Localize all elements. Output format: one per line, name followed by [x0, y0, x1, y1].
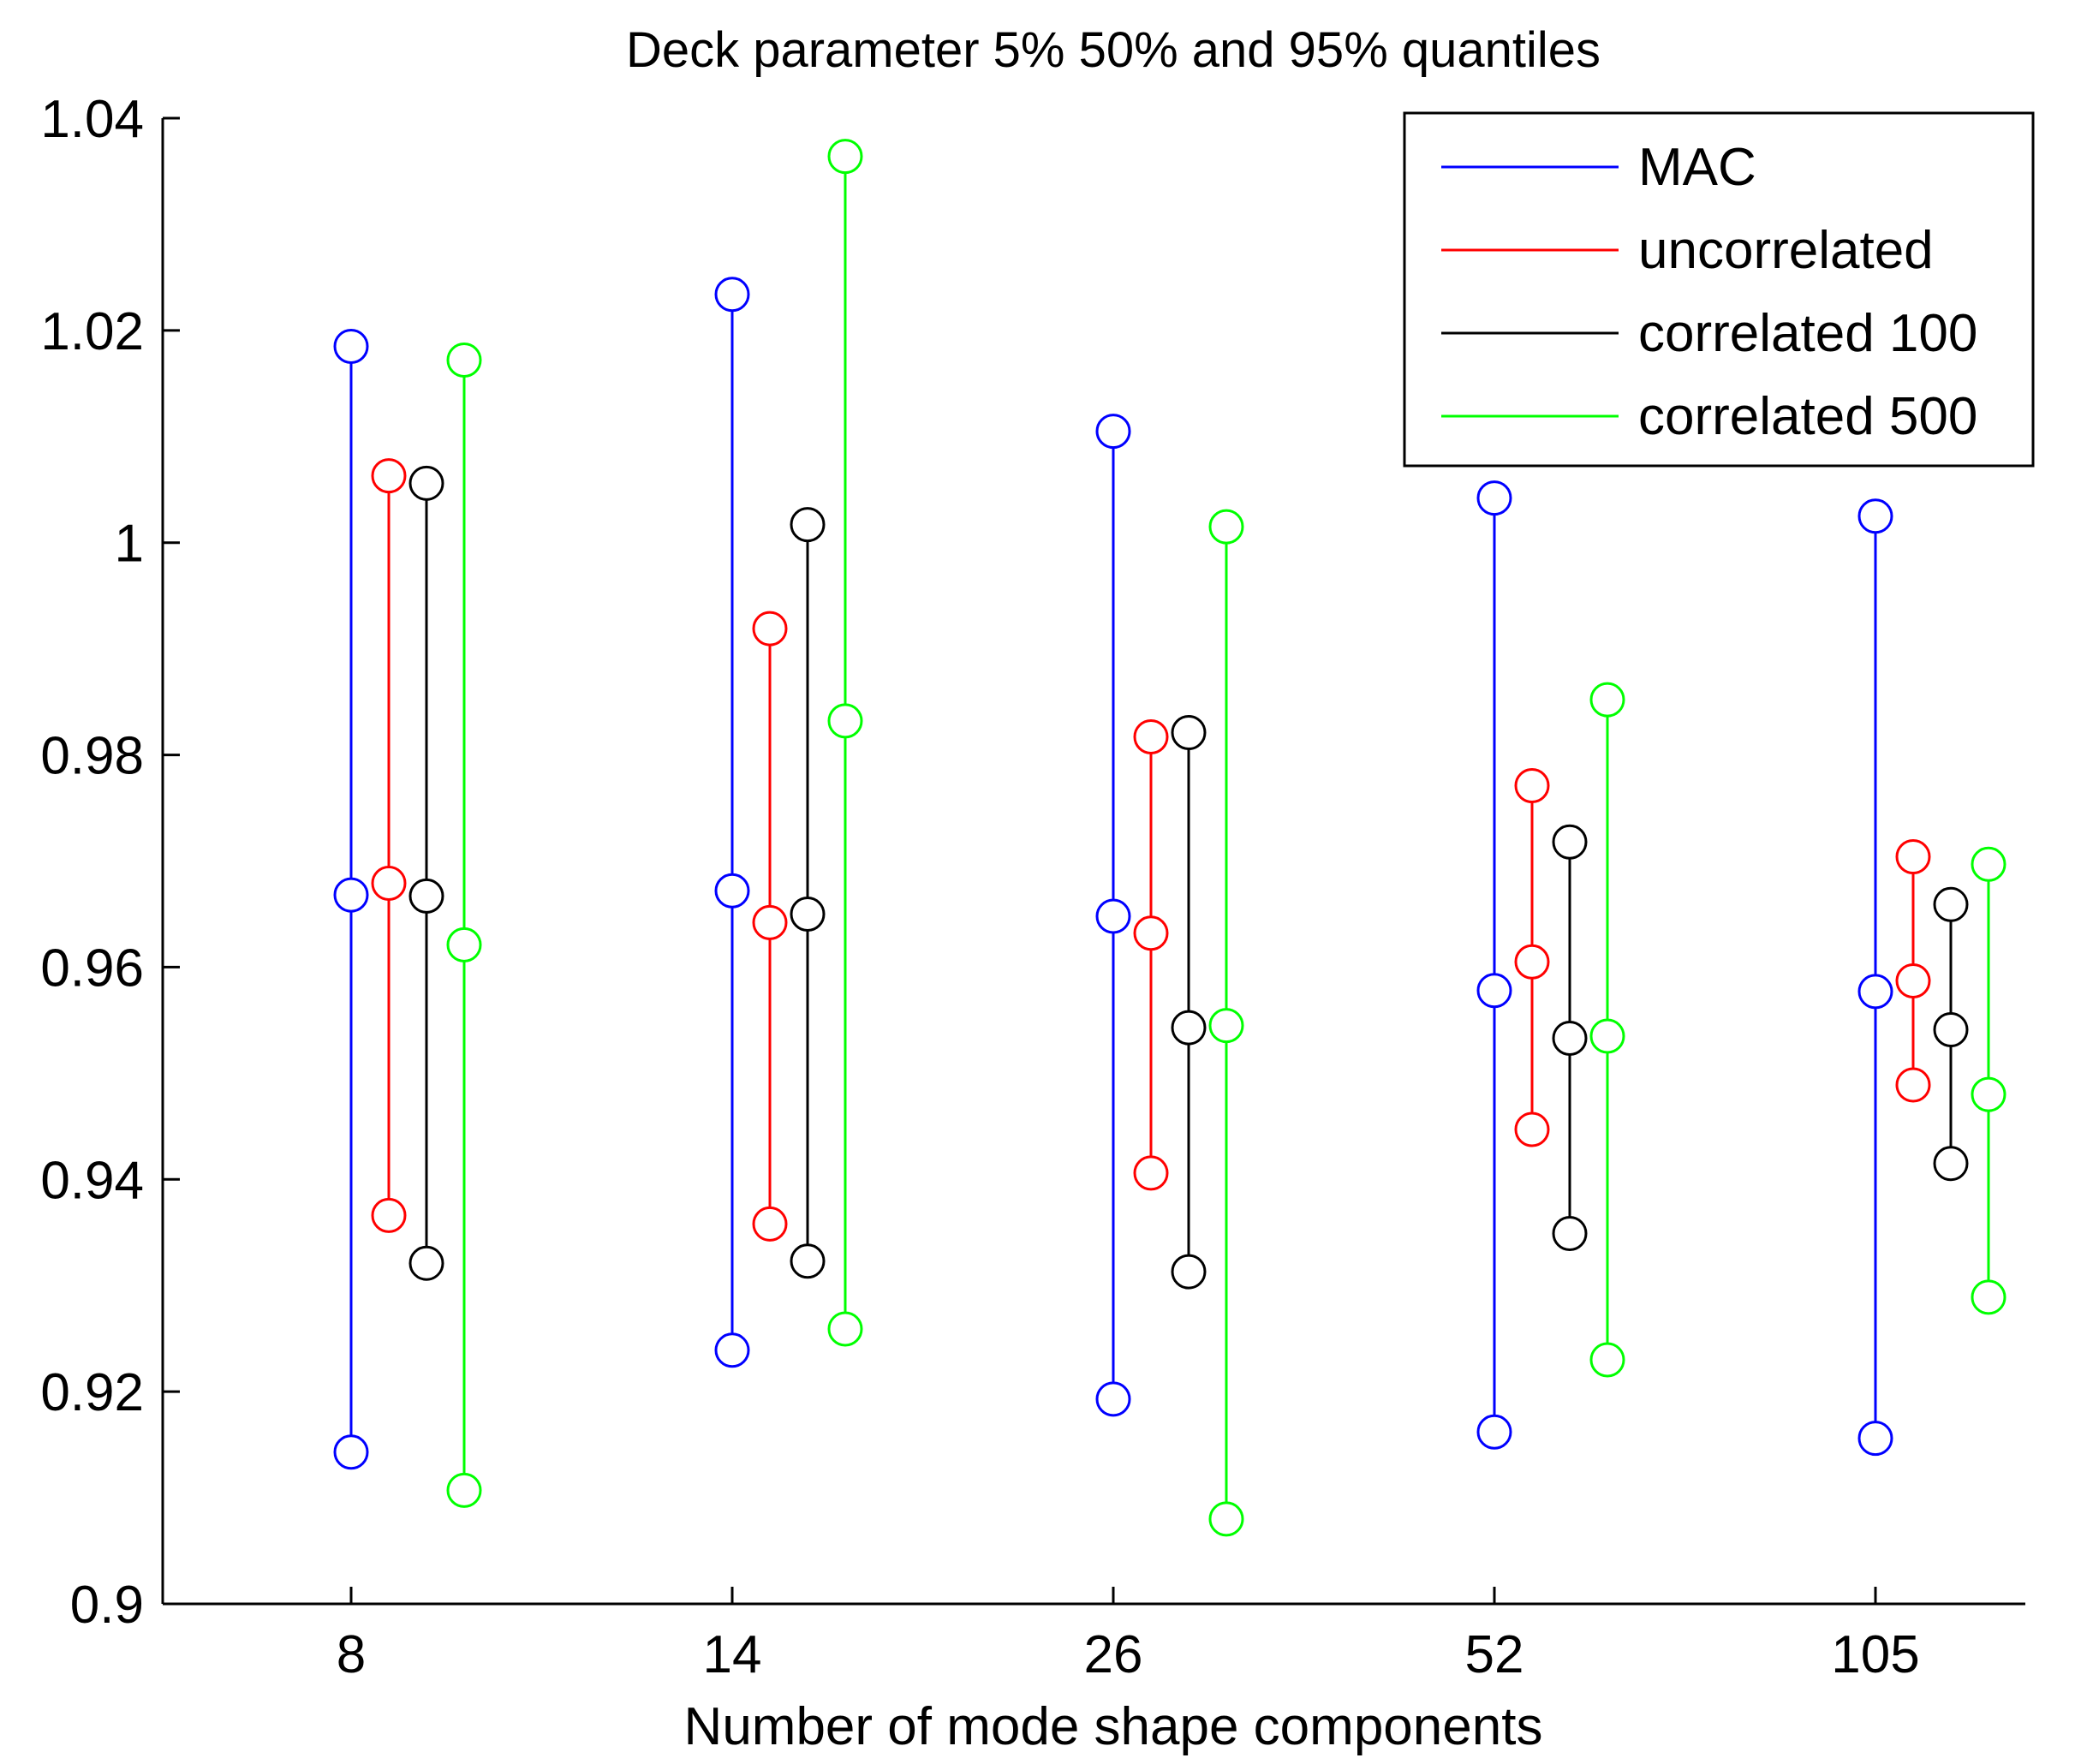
marker-q05 [752, 1206, 788, 1242]
marker-q50 [1133, 915, 1169, 951]
marker-q05 [1589, 1342, 1625, 1378]
marker-q95 [827, 139, 863, 175]
y-tick-label: 1.02 [40, 302, 144, 361]
series-layer [333, 139, 2006, 1537]
marker-q05 [408, 1245, 444, 1281]
y-tick-label: 0.96 [40, 939, 144, 998]
marker-q50 [1857, 974, 1893, 1010]
marker-q95 [1208, 509, 1244, 545]
x-axis-label: Number of mode shape components [684, 1697, 1543, 1756]
marker-q50 [1552, 1020, 1588, 1056]
series-correlated-500 [446, 139, 2006, 1537]
marker-q50 [446, 927, 482, 962]
legend-label: uncorrelated [1638, 221, 1934, 280]
y-tick-label: 1 [115, 515, 144, 574]
marker-q05 [827, 1311, 863, 1347]
marker-q95 [1933, 886, 1969, 922]
marker-q05 [1933, 1146, 1969, 1182]
legend-item-uncorrelated: uncorrelated [1441, 221, 1934, 280]
legend-label: correlated 500 [1638, 387, 1977, 446]
x-tick-label: 14 [703, 1625, 762, 1684]
marker-q95 [1171, 715, 1207, 751]
marker-q95 [1895, 839, 1931, 875]
marker-q50 [1095, 898, 1131, 934]
legend-box [1403, 111, 2035, 468]
marker-q50 [1589, 1018, 1625, 1054]
marker-q95 [1133, 719, 1169, 755]
marker-q50 [790, 896, 826, 932]
marker-q05 [1895, 1067, 1931, 1103]
marker-q50 [752, 904, 788, 940]
marker-q05 [1514, 1111, 1550, 1147]
marker-q50 [1171, 1010, 1207, 1046]
marker-q05 [371, 1197, 407, 1233]
marker-q50 [1514, 944, 1550, 980]
y-tick-label: 0.94 [40, 1151, 144, 1210]
marker-q95 [333, 328, 369, 364]
marker-q05 [1095, 1381, 1131, 1417]
marker-q05 [1552, 1215, 1588, 1251]
series-mac [333, 277, 1893, 1470]
marker-q95 [1971, 846, 2006, 882]
marker-q50 [408, 878, 444, 914]
marker-q95 [1857, 498, 1893, 534]
marker-q95 [371, 458, 407, 494]
marker-q95 [408, 465, 444, 501]
legend-item-mac: MAC [1441, 138, 1756, 197]
legend-item-correlated-100: correlated 100 [1441, 304, 1977, 363]
marker-q50 [827, 703, 863, 739]
series-correlated-100 [408, 465, 1969, 1290]
legend: MAC uncorrelated correlated 100 correlated … [1403, 111, 2035, 468]
marker-q95 [1589, 682, 1625, 718]
marker-q05 [333, 1434, 369, 1470]
marker-q05 [1971, 1279, 2006, 1315]
marker-q50 [714, 873, 750, 909]
marker-q50 [1476, 973, 1512, 1009]
marker-q05 [446, 1472, 482, 1508]
marker-q50 [333, 877, 369, 913]
marker-q50 [1895, 963, 1931, 999]
marker-q05 [714, 1332, 750, 1368]
legend-item-correlated-500: correlated 500 [1441, 387, 1977, 446]
marker-q50 [1971, 1076, 2006, 1112]
marker-q05 [1133, 1155, 1169, 1191]
y-tick-label: 0.92 [40, 1363, 144, 1422]
y-tick-label: 0.98 [40, 727, 144, 786]
marker-q05 [790, 1243, 826, 1279]
marker-q50 [1208, 1008, 1244, 1044]
marker-q05 [1476, 1414, 1512, 1450]
marker-q50 [1933, 1012, 1969, 1048]
x-tick-label: 26 [1084, 1625, 1143, 1684]
y-tick-label: 1.04 [40, 90, 144, 149]
y-tick-label: 0.9 [70, 1576, 144, 1635]
series-uncorrelated [371, 458, 1931, 1242]
legend-label: MAC [1638, 138, 1756, 197]
axes: 0.9 0.92 0.94 0.96 0.98 1 1.02 1.04 8 14 26 52 105 [40, 90, 2025, 1684]
marker-q50 [371, 866, 407, 902]
marker-q05 [1857, 1421, 1893, 1457]
marker-q95 [1514, 768, 1550, 804]
legend-label: correlated 100 [1638, 304, 1977, 363]
chart-title: Deck parameter 5% 50% and 95% quantiles [626, 22, 1601, 78]
marker-q95 [1095, 414, 1131, 450]
marker-q05 [1208, 1501, 1244, 1537]
marker-q95 [790, 507, 826, 543]
x-tick-label: 8 [337, 1625, 366, 1684]
marker-q95 [752, 611, 788, 647]
marker-q95 [446, 343, 482, 378]
marker-q95 [714, 277, 750, 313]
marker-q05 [1171, 1254, 1207, 1290]
marker-q95 [1552, 824, 1588, 860]
x-tick-label: 105 [1831, 1625, 1919, 1684]
x-tick-label: 52 [1465, 1625, 1524, 1684]
marker-q95 [1476, 480, 1512, 516]
